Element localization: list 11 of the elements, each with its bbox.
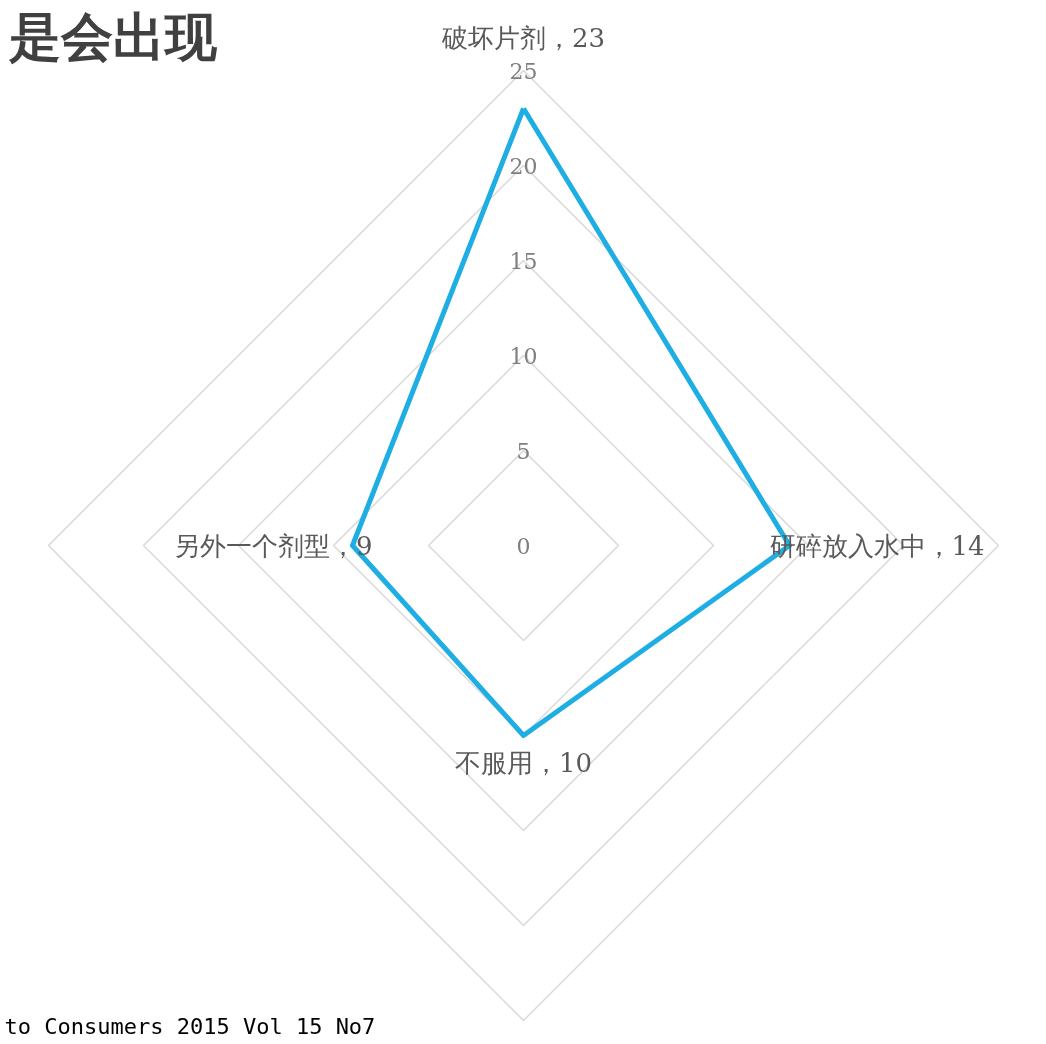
- y-tick-label: 10: [509, 343, 538, 369]
- y-tick-label: 25: [509, 58, 538, 84]
- y-tick-label: 20: [509, 153, 538, 179]
- chart-title: 是会出现: [7, 6, 218, 67]
- text: to Consumers 2015 Vol 15 No7: [4, 1013, 376, 1039]
- spoke-label: 破坏片剂，23: [440, 22, 606, 53]
- spoke-label: 另外一个剂型，9: [173, 530, 373, 561]
- y-tick-label: 0: [516, 533, 531, 559]
- y-tick-label: 5: [516, 438, 531, 464]
- y-tick-label: 15: [509, 248, 538, 274]
- spoke-label: 不服用，10: [454, 747, 593, 778]
